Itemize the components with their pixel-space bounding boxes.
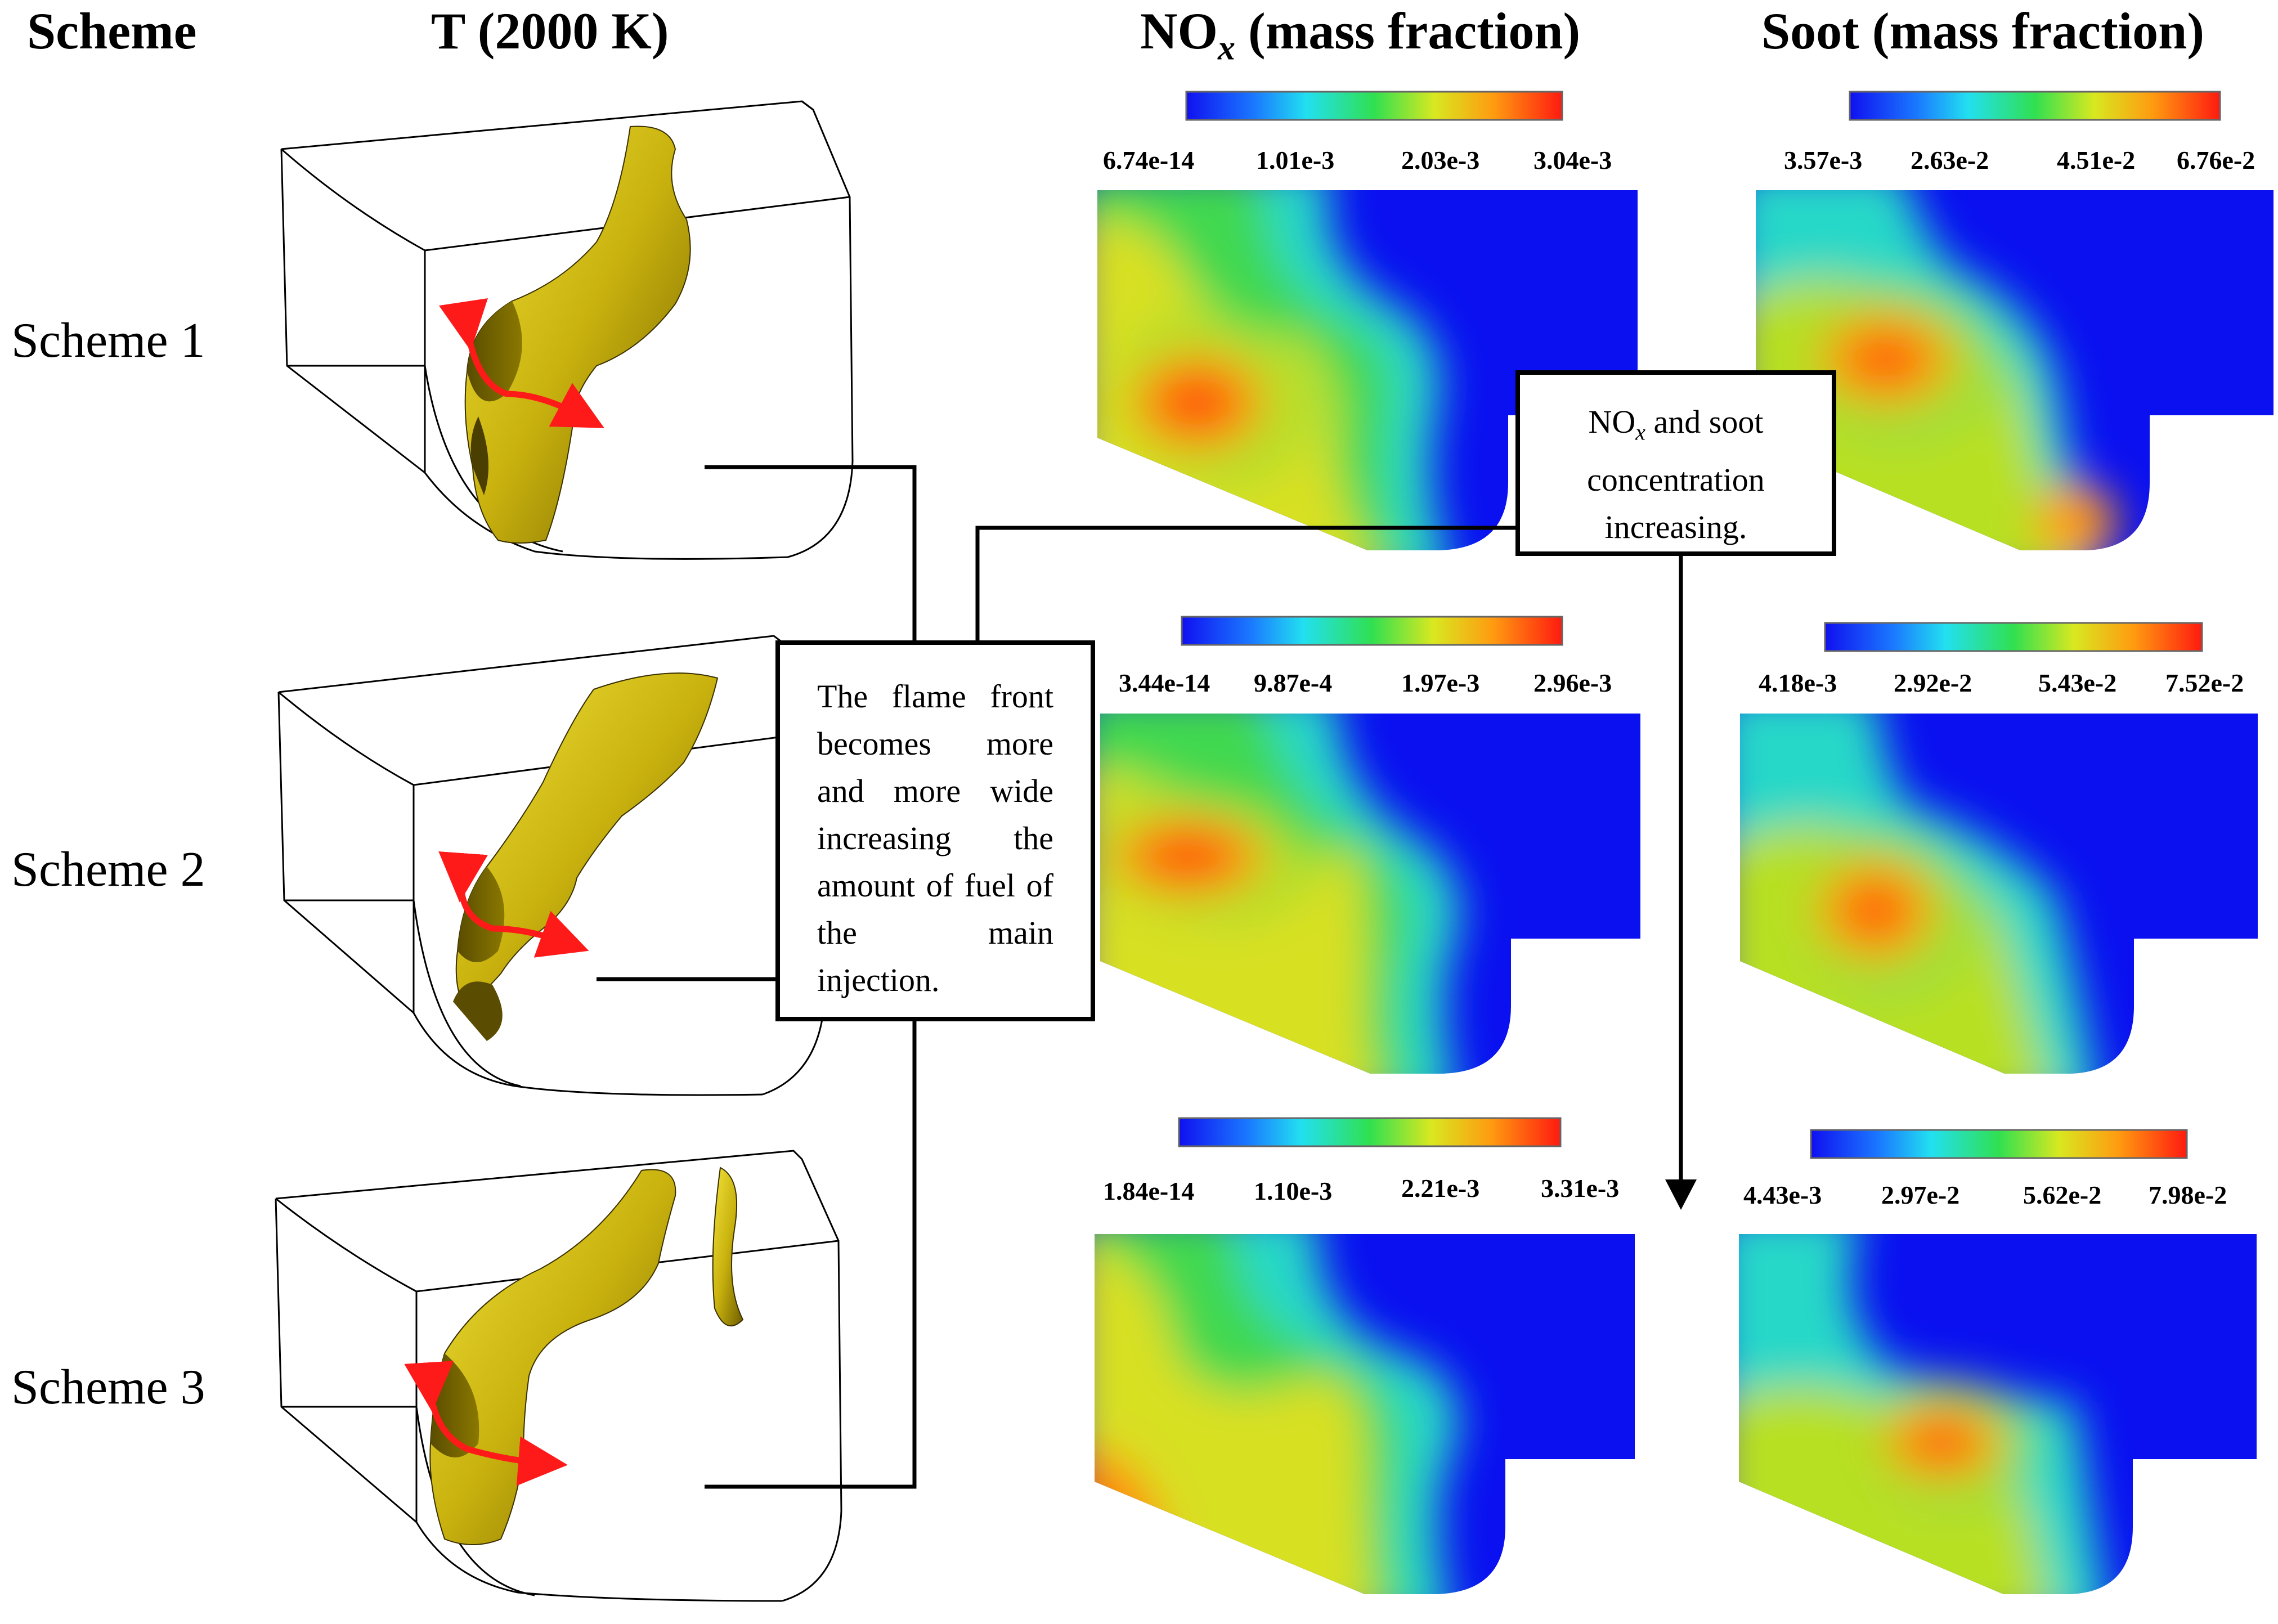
soot-tick-label: 6.76e-2 — [2177, 146, 2255, 174]
nox-tick-label: 1.84e-14 — [1103, 1177, 1195, 1205]
header-nox-subscript: x — [1218, 29, 1235, 68]
nox-tick-label: 2.03e-3 — [1401, 146, 1480, 174]
nox-tick-label: 1.97e-3 — [1401, 669, 1480, 697]
callout-conc-pre: NO — [1588, 403, 1636, 440]
header-nox-rest: (mass fraction) — [1235, 2, 1581, 60]
callout-flame-front: The flame front becomes more and more wi… — [775, 640, 1095, 1021]
soot-tick-label: 4.51e-2 — [2057, 146, 2136, 174]
header-temperature: T (2000 K) — [431, 2, 669, 60]
isosurface-scheme-2 — [277, 635, 826, 1096]
nox-tick-label: 6.74e-14 — [1103, 146, 1195, 174]
header-soot: Soot (mass fraction) — [1761, 2, 2204, 60]
nox-tick-label: 3.04e-3 — [1533, 146, 1612, 174]
soot-tick-label: 4.43e-3 — [1743, 1181, 1822, 1209]
callout-flame-text: The flame front becomes more and more wi… — [817, 678, 1053, 998]
soot-colorbar-3 — [1810, 1129, 2188, 1159]
soot-tick-label: 3.57e-3 — [1784, 146, 1863, 174]
isosurface-scheme-1 — [280, 100, 854, 560]
nox-tick-label: 1.10e-3 — [1254, 1177, 1333, 1205]
soot-tick-label: 2.63e-2 — [1911, 146, 1989, 174]
header-nox: NOx (mass fraction) — [1140, 0, 1580, 79]
nox-tick-label: 1.01e-3 — [1256, 146, 1335, 174]
soot-tick-label: 7.98e-2 — [2149, 1181, 2227, 1209]
nox-tick-label: 9.87e-4 — [1254, 669, 1333, 697]
soot-field-scheme-3 — [1739, 1234, 2257, 1594]
soot-tick-label: 2.97e-2 — [1881, 1181, 1960, 1209]
isosurface-scheme-3 — [275, 1150, 842, 1602]
callout-conc-post: and soot concentration increasing. — [1587, 403, 1765, 545]
nox-colorbar-3 — [1178, 1117, 1562, 1147]
nox-tick-label: 2.96e-3 — [1533, 669, 1612, 697]
scheme-label-3: Scheme 3 — [11, 1360, 205, 1415]
nox-tick-label: 3.44e-14 — [1119, 669, 1210, 697]
nox-colorbar-2 — [1181, 616, 1563, 646]
header-nox-main: NO — [1140, 2, 1218, 60]
soot-tick-label: 7.52e-2 — [2165, 669, 2244, 697]
connector-lines — [597, 465, 1515, 1489]
callout-concentration: NOx and soot concentration increasing. — [1515, 370, 1836, 556]
soot-colorbar-1 — [1849, 91, 2221, 121]
soot-tick-label: 4.18e-3 — [1759, 669, 1837, 697]
soot-tick-label: 5.62e-2 — [2023, 1181, 2102, 1209]
soot-field-scheme-2 — [1740, 714, 2258, 1074]
nox-field-scheme-3 — [1095, 1234, 1635, 1594]
arrow-concentration — [1665, 556, 1697, 1210]
soot-tick-label: 2.92e-2 — [1894, 669, 1972, 697]
scheme-label-1: Scheme 1 — [11, 313, 205, 368]
soot-colorbar-2 — [1824, 622, 2203, 652]
callout-conc-subscript: x — [1635, 419, 1646, 445]
nox-tick-label: 2.21e-3 — [1401, 1174, 1480, 1203]
nox-colorbar-1 — [1185, 91, 1563, 121]
nox-tick-label: 3.31e-3 — [1541, 1174, 1620, 1203]
scheme-label-2: Scheme 2 — [11, 842, 205, 897]
soot-tick-label: 5.43e-2 — [2038, 669, 2117, 697]
header-scheme: Scheme — [27, 2, 197, 60]
nox-field-scheme-2 — [1100, 714, 1640, 1074]
